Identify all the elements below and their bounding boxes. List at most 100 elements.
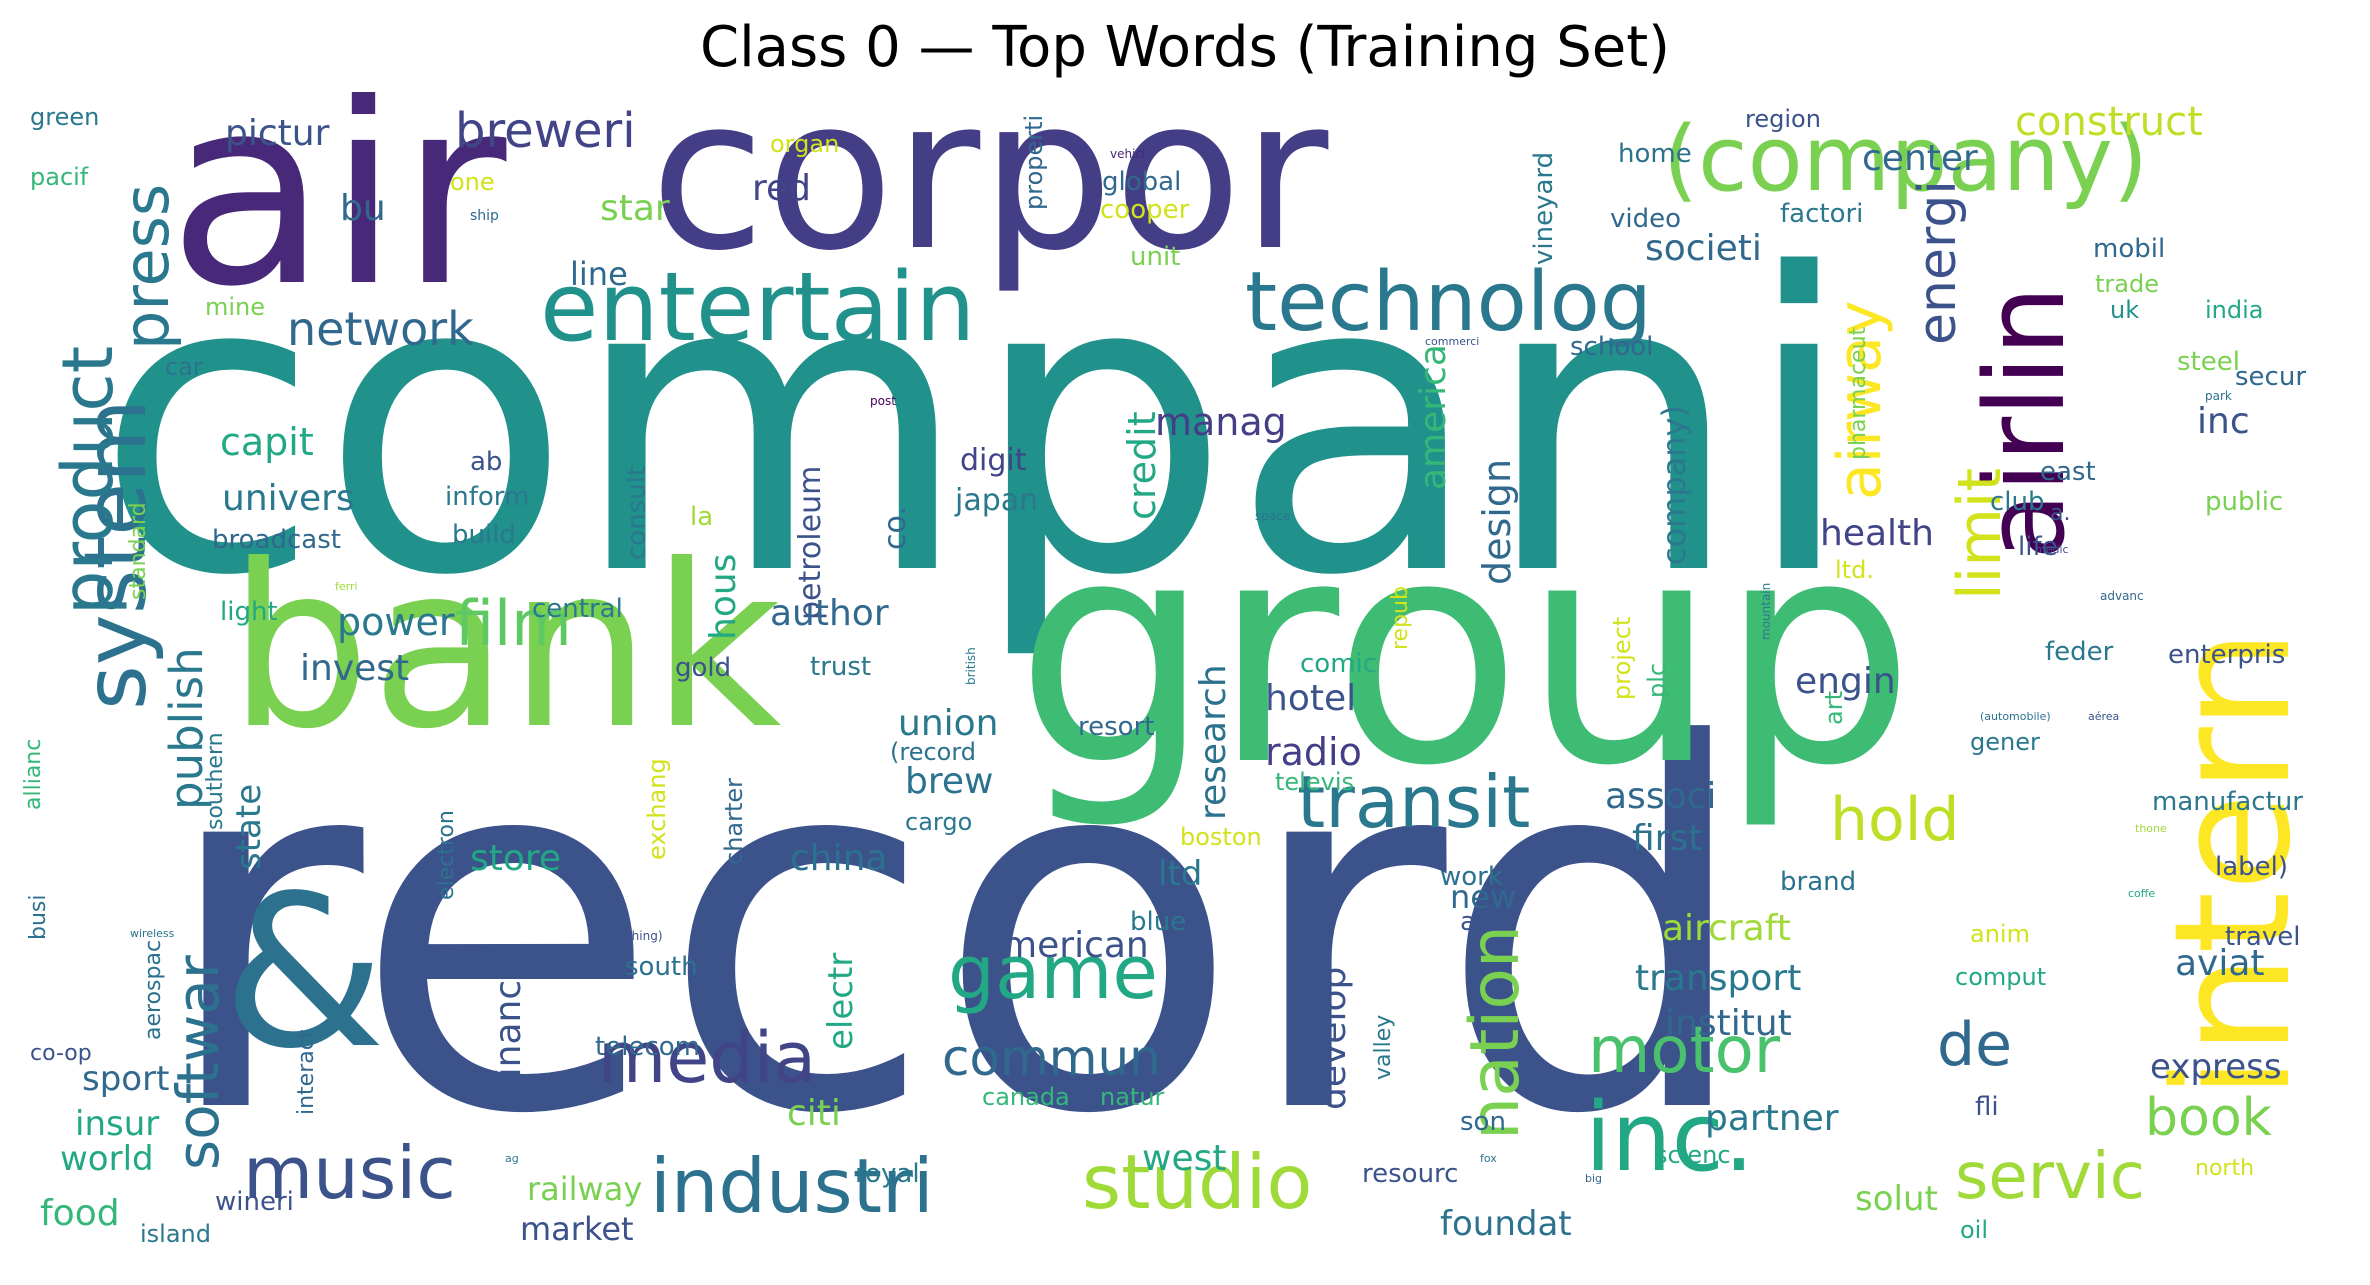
word-177: (clothing) [605, 929, 663, 943]
word-41: red [752, 168, 811, 209]
word-58: author [770, 593, 889, 634]
word-182: valley [1371, 1015, 1396, 1080]
chart-title: Class 0 — Top Words (Training Set) [700, 15, 1670, 80]
word-119: post [870, 394, 896, 408]
word-142: comic [1300, 649, 1377, 679]
word-183: anim [1970, 920, 2030, 948]
word-19: transit [1297, 760, 1530, 844]
word-101: global [1102, 167, 1181, 197]
word-161: boston [1180, 823, 1262, 851]
word-149: feder [2045, 637, 2114, 667]
word-80: express [2150, 1047, 2282, 1087]
word-66: brew [905, 761, 993, 802]
word-160: televis [1275, 768, 1354, 796]
word-144: project [1608, 617, 1636, 700]
word-104: region [1745, 105, 1821, 133]
word-187: interact [294, 1029, 319, 1115]
word-69: engin [1795, 661, 1896, 702]
word-125: inform [445, 482, 529, 512]
word-188: fli [1975, 1092, 1999, 1122]
word-67: associ [1605, 776, 1716, 817]
word-48: manag [1155, 400, 1287, 444]
word-86: world [60, 1139, 154, 1179]
word-23: motor [1588, 1014, 1781, 1088]
word-74: american [980, 925, 1149, 966]
word-190: fox [1480, 1152, 1497, 1165]
word-132: public [2205, 487, 2283, 517]
word-153: aérea [2088, 710, 2119, 723]
word-152: (automobile) [1980, 710, 2051, 723]
word-154: gener [1970, 728, 2040, 756]
word-115: pharmaceut [1846, 326, 1871, 460]
word-179: telecom [595, 1032, 700, 1062]
word-167: label) [2215, 852, 2288, 882]
word-147: british [964, 647, 978, 685]
word-105: home [1618, 139, 1692, 169]
word-3: group [1015, 473, 1915, 834]
word-128: la [690, 502, 713, 532]
word-7: intern [2139, 629, 2326, 1100]
word-94: green [30, 103, 99, 131]
word-192: wineri [215, 1187, 294, 1217]
word-133: standard [126, 502, 151, 600]
word-36: breweri [455, 103, 636, 159]
word-146: mountain [1759, 583, 1773, 640]
word-46: univers [222, 478, 355, 519]
word-17: music [243, 1131, 456, 1215]
word-1: record [158, 641, 1755, 1223]
word-42: star [600, 188, 670, 229]
word-35: network [287, 302, 474, 356]
word-4: air [168, 92, 509, 344]
word-145: plc [1643, 663, 1671, 698]
word-186: co-op [30, 1041, 92, 1066]
word-181: natur [1100, 1083, 1165, 1111]
word-6: & [222, 850, 386, 1095]
word-197: north [2195, 1156, 2254, 1181]
word-117: car [165, 353, 203, 381]
word-121: park [2205, 389, 2232, 403]
word-20: game [948, 930, 1158, 1016]
word-198: island [140, 1220, 211, 1248]
word-13: system [66, 399, 166, 710]
word-108: vineyard [1529, 152, 1559, 265]
word-184: comput [1955, 963, 2046, 991]
word-60: power [337, 600, 455, 644]
word-103: unit [1130, 242, 1180, 272]
word-112: india [2205, 296, 2264, 324]
word-28: de [1937, 1010, 2012, 1080]
word-193: royal [855, 1159, 920, 1189]
word-159: cargo [905, 808, 972, 836]
word-70: state [229, 784, 269, 870]
word-71: store [470, 838, 561, 879]
word-83: develop [1313, 967, 1354, 1110]
word-126: build [452, 520, 516, 550]
word-55: digit [960, 443, 1027, 478]
word-27: hold [1830, 785, 1960, 855]
word-180: canada [982, 1083, 1070, 1111]
word-24: film [455, 587, 572, 660]
word-195: scienc [1655, 1141, 1731, 1169]
word-97: one [450, 168, 495, 196]
word-11: airlin [1961, 286, 2089, 560]
word-25: softwar [164, 955, 232, 1170]
word-178: south [625, 952, 698, 982]
word-2: corpor [650, 92, 1329, 297]
word-107: factori [1780, 199, 1863, 229]
word-81: financi [488, 970, 529, 1090]
word-124: ab [470, 447, 502, 477]
word-73: ltd [1158, 854, 1202, 894]
word-150: enterpris [2168, 640, 2285, 670]
word-173: blue [1130, 907, 1186, 937]
word-34: publish [160, 647, 213, 810]
word-5: bank [228, 517, 782, 779]
word-40: societi [1645, 228, 1762, 269]
word-130: club [1990, 487, 2045, 517]
word-45: capit [220, 420, 314, 464]
word-62: hotel [1265, 678, 1356, 719]
word-84: citi [787, 1093, 841, 1134]
word-120: secur [2235, 362, 2306, 392]
word-47: broadcast [212, 525, 341, 555]
word-39: pictur [225, 113, 330, 154]
word-9: entertain [540, 253, 975, 363]
